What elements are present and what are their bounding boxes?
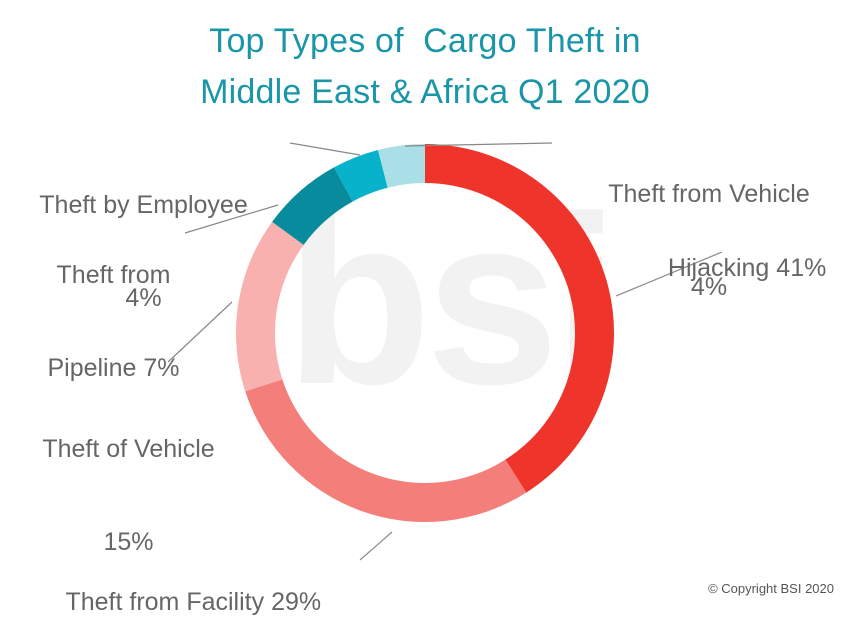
label-name-line-2: Pipeline [47,354,137,382]
slice-theft-of-vehicle [235,221,304,392]
leader-lines [167,142,723,561]
slice-label-facility: Theft from Facility 29% [52,556,321,618]
slice-label-vehicle-from: Theft from Vehicle 4% [592,117,826,334]
leader-line-facility [359,531,393,561]
label-value: 41% [776,254,827,282]
leader-line-vehicle-of [167,301,233,363]
slice-theft-from-pipeline [272,167,353,245]
label-value: 29% [271,588,322,616]
slice-theft-from-vehicle [377,144,425,188]
leader-line-pipeline [184,204,279,234]
slice-hijacking [425,144,614,493]
label-name-line-1: Theft from [56,261,171,289]
label-name: Hijacking [667,254,770,282]
slice-label-pipeline: Theft from Pipeline 7% [26,198,201,415]
copyright-notice: © Copyright BSI 2020 [708,581,834,596]
label-name: Theft from Vehicle [608,180,810,208]
slice-label-hijacking: Hijacking 41% [654,222,826,284]
chart-title-line-2: Middle East & Africa Q1 2020 [200,73,650,111]
leader-line-hijacking [615,251,723,297]
label-name: Theft by Employee [39,191,248,219]
slice-theft-from-facility [245,379,527,522]
label-name: Theft of Vehicle [42,435,215,463]
label-value: 15% [103,528,154,556]
slice-theft-by-employee [333,149,388,202]
label-name: Theft from Facility [65,588,265,616]
donut-chart [167,142,723,561]
chart-title-line-1: Top Types of Cargo Theft in [209,22,641,60]
slice-label-vehicle-of: Theft of Vehicle 15% [26,372,231,589]
leader-line-vehicle-from [404,142,553,147]
label-value: 7% [143,354,180,382]
label-value: 4% [690,273,728,301]
slice-label-employee: Theft by Employee 4% [26,128,261,345]
donut-slices [235,144,614,522]
leader-line-employee [289,142,361,156]
label-value: 4% [125,284,162,312]
